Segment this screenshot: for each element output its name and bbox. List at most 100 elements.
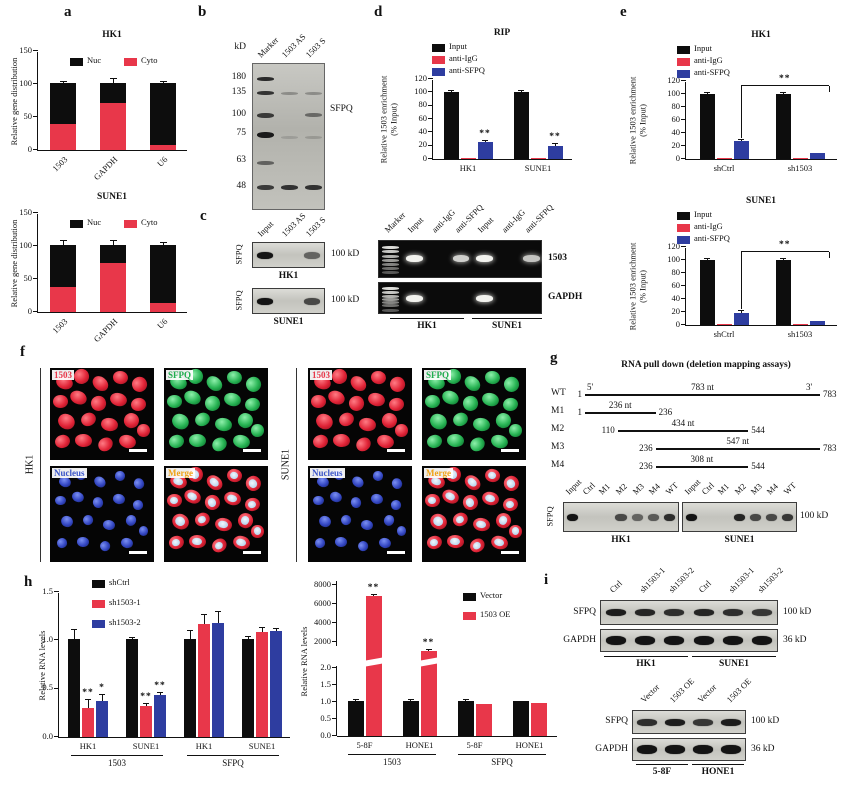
error-bar-cap [352,699,359,700]
legend-swatch [463,612,476,620]
y-tick-mark [681,132,686,133]
plot-area: 0.0 0.5 1.0 1.5 ** * HK1 ** ** SUNE1 HK1 SUNE1 1503 S… [42,586,290,768]
bar [809,321,825,325]
pcr-band [522,255,540,263]
channel-label: Merge [166,468,195,479]
lane-label: M4 [764,481,781,497]
protein-band [648,513,660,521]
protein-band [665,718,685,726]
x-group-label: HK1 [636,659,656,669]
cell-blob [313,495,324,506]
antibody-label: GAPDH [595,743,628,754]
plot-area: 0 20 40 60 80 100 120 shCtrl sh1503 ** [667,240,837,339]
pulldown-blot [563,502,679,532]
lane-label: Ctrl [696,578,713,595]
error-bar [203,615,205,624]
scale-bar [387,449,405,452]
bar [140,706,152,737]
bar [126,639,138,737]
construct-start: 1 [577,389,583,399]
cell-nucleus-overlay [247,477,260,490]
antibody-label: SFPQ [573,606,596,617]
cell-nucleus-overlay [207,476,221,489]
protein-band [631,513,643,521]
cell-blob [67,388,89,407]
cell-nucleus-overlay [196,514,208,525]
error-bar [484,141,486,143]
cell-nucleus-overlay [443,490,456,503]
cell-blob [202,492,222,513]
panel-label-b: b [198,4,207,20]
x-group-line [692,656,776,657]
cell-blob [169,510,192,533]
panel-label-f: f [20,344,25,360]
lane-label: Input [475,214,496,235]
lane-label: Ctrl [607,578,624,595]
cell-blob [169,410,192,432]
plot-area: 0 50 100 150 1503 GAPDH U6 [19,207,187,344]
x-category-label: HK1 [459,163,477,173]
y-tick-mark [428,104,433,106]
cell-blob [388,397,405,413]
kd-ladder-label: 63 [236,155,247,165]
cell-blob [395,424,408,437]
cell-blob [167,394,182,408]
kd-ladder-label: 180 [231,72,246,82]
x-group-line [348,754,436,755]
construct-end: 236 [658,407,673,417]
bar [513,92,529,159]
fluorescence-image-1503: 1503 [308,368,412,460]
cell-nucleus-overlay [239,514,251,527]
y-tick-mark [33,83,38,84]
bar [443,92,459,159]
cell-blob [181,388,203,407]
cell-line-label: SUNE1 [273,317,304,327]
y-tick-label: 1.5 [42,585,53,596]
lane-label: 1503 OE [667,675,696,705]
cell-blob [117,433,137,450]
cell-line-divider [296,368,297,562]
gel-band [256,112,274,118]
bar [460,157,476,159]
gene-row-label: 1503 [548,253,567,263]
lane-label: Input [255,218,276,239]
error-bar-cap [85,699,91,701]
bar [457,701,474,736]
cell-blob [167,534,186,552]
chart-title: SUNE1 [96,192,128,202]
y-tick-mark [681,272,686,273]
sig-bracket-leg [828,252,830,258]
x-category-label: U6 [154,316,170,331]
error-bar [373,594,374,597]
error-bar [554,144,556,146]
vertical-label: SFPQ [233,290,244,311]
error-bar-cap [129,637,135,639]
panel-label-d: d [374,4,383,20]
bar [475,704,492,736]
cell-blob [130,397,147,413]
y-tick-mark [681,259,686,260]
error-bar [740,140,742,142]
error-bar [62,241,64,246]
cell-blob [353,434,373,454]
x-category-label: HONE1 [515,740,544,750]
x-category-label: sh1503 [787,163,813,173]
gel-band [305,91,323,95]
error-bar [275,628,277,631]
cell-blob [114,469,127,482]
x-group-line [186,755,280,756]
bar-segment [50,244,76,287]
protein-band [566,513,578,521]
legend-swatch [463,593,476,601]
legend-swatch [677,46,690,54]
error-bar [112,79,114,85]
band-size-label: 100 kD [331,295,360,305]
protein-band [723,609,743,616]
cell-nucleus-overlay [475,519,487,530]
cell-nucleus-overlay [429,537,440,548]
legend-label: Nuc [87,217,102,227]
error-bar [247,636,249,640]
cell-blob [102,518,116,531]
cell-blob [330,368,349,386]
construct-line [585,412,656,414]
